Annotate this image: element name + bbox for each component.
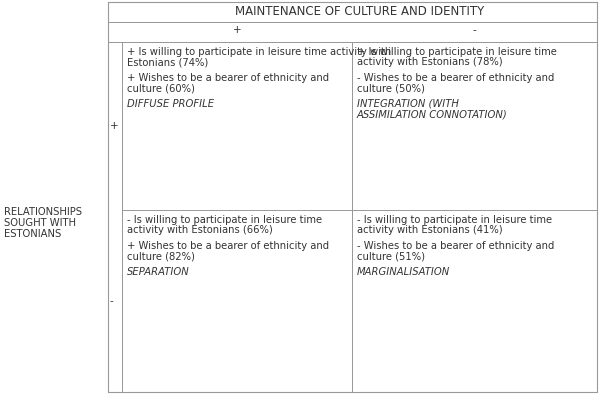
Bar <box>108 42 122 392</box>
Text: INTEGRATION (WITH: INTEGRATION (WITH <box>357 99 459 109</box>
Text: SOUGHT WITH: SOUGHT WITH <box>4 218 76 228</box>
Text: culture (50%): culture (50%) <box>357 83 425 94</box>
Bar <box>352 42 597 392</box>
Bar <box>108 2 597 392</box>
Text: ESTONIANS: ESTONIANS <box>4 228 61 238</box>
Text: SEPARATION: SEPARATION <box>127 267 190 277</box>
Text: + Is willing to participate in leisure time: + Is willing to participate in leisure t… <box>357 47 557 57</box>
Text: - Wishes to be a bearer of ethnicity and: - Wishes to be a bearer of ethnicity and <box>357 241 554 251</box>
Text: DIFFUSE PROFILE: DIFFUSE PROFILE <box>127 99 214 109</box>
Text: activity with Estonians (78%): activity with Estonians (78%) <box>357 57 503 67</box>
Text: + Is willing to participate in leisure time activity with: + Is willing to participate in leisure t… <box>127 47 391 57</box>
Text: culture (60%): culture (60%) <box>127 83 195 94</box>
Bar <box>108 2 597 22</box>
Bar <box>122 42 352 392</box>
Text: +: + <box>110 121 118 131</box>
Text: RELATIONSHIPS: RELATIONSHIPS <box>4 207 82 217</box>
Text: -: - <box>110 296 114 306</box>
Text: activity with Estonians (66%): activity with Estonians (66%) <box>127 225 273 236</box>
Text: culture (82%): culture (82%) <box>127 252 195 261</box>
Text: Estonians (74%): Estonians (74%) <box>127 57 208 67</box>
Text: MARGINALISATION: MARGINALISATION <box>357 267 450 277</box>
Text: MAINTENANCE OF CULTURE AND IDENTITY: MAINTENANCE OF CULTURE AND IDENTITY <box>235 5 484 18</box>
Text: + Wishes to be a bearer of ethnicity and: + Wishes to be a bearer of ethnicity and <box>127 73 329 83</box>
Text: culture (51%): culture (51%) <box>357 252 425 261</box>
Text: -: - <box>472 25 477 35</box>
Text: - Wishes to be a bearer of ethnicity and: - Wishes to be a bearer of ethnicity and <box>357 73 554 83</box>
Bar <box>108 22 597 42</box>
Text: - Is willing to participate in leisure time: - Is willing to participate in leisure t… <box>357 215 552 225</box>
Text: +: + <box>233 25 242 35</box>
Text: activity with Estonians (41%): activity with Estonians (41%) <box>357 225 503 236</box>
Text: - Is willing to participate in leisure time: - Is willing to participate in leisure t… <box>127 215 322 225</box>
Text: ASSIMILATION CONNOTATION): ASSIMILATION CONNOTATION) <box>357 109 508 119</box>
Text: + Wishes to be a bearer of ethnicity and: + Wishes to be a bearer of ethnicity and <box>127 241 329 251</box>
